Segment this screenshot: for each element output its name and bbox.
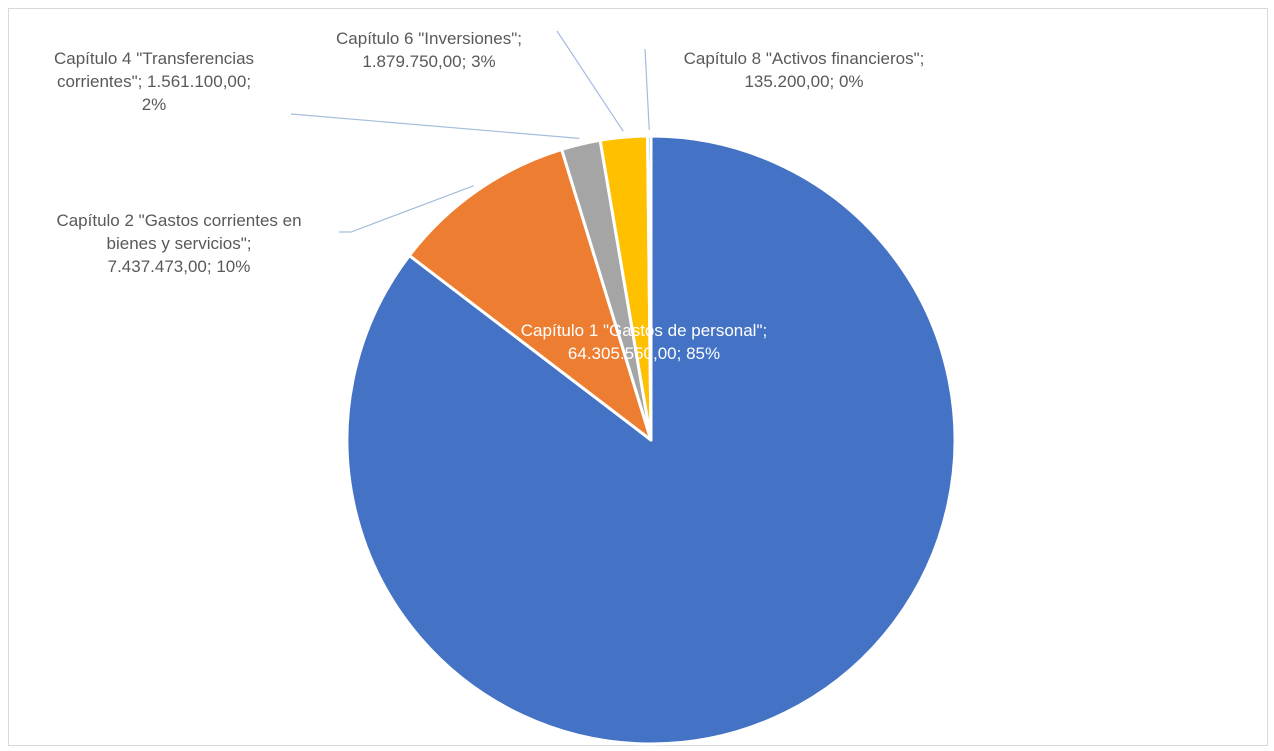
leader-line-4: [556, 30, 624, 132]
leader-line-3: [290, 113, 580, 139]
data-label-capitulo-4: Capítulo 4 "Transferencias corrientes"; …: [53, 49, 255, 114]
pie-chart: [290, 30, 957, 746]
chart-area: Capítulo 1 "Gastos de personal"; 64.305.…: [8, 8, 1268, 746]
data-label-capitulo-2: Capítulo 2 "Gastos corrientes en bienes …: [56, 211, 302, 276]
leader-line-5: [644, 48, 650, 131]
pie-slice-5: [646, 134, 653, 442]
leader-line-2: [339, 185, 474, 233]
data-label-capitulo-1: Capítulo 1 "Gastos de personal"; 64.305.…: [520, 321, 768, 363]
pie-slice-2: [407, 147, 653, 442]
data-label-capitulo-6: Capítulo 6 "Inversiones"; 1.879.750,00; …: [336, 29, 522, 71]
data-label-capitulo-8: Capítulo 8 "Activos financieros"; 135.20…: [683, 49, 925, 91]
pie-slices: [345, 134, 957, 746]
leader-lines: [290, 30, 650, 233]
